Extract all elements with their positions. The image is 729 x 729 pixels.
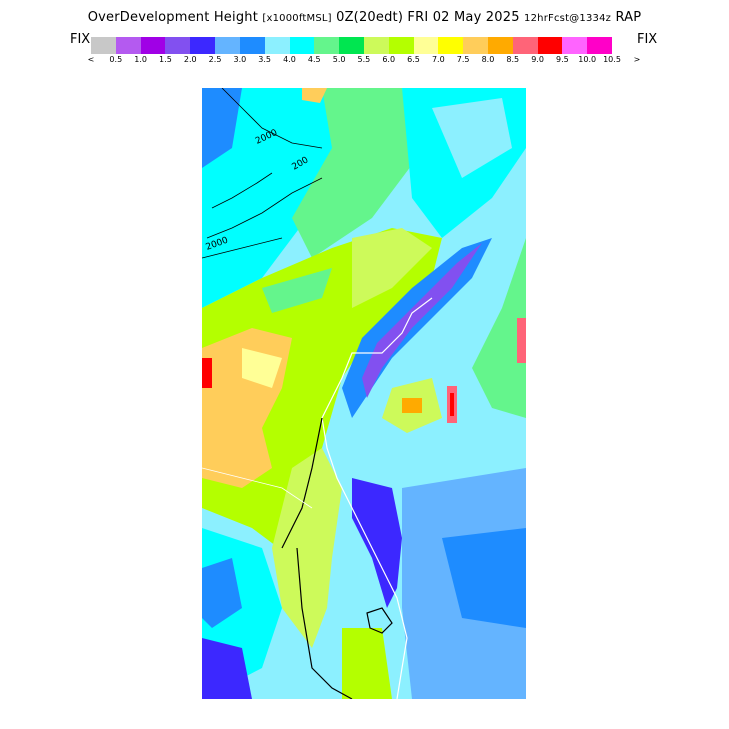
field-south-green — [342, 628, 392, 699]
legend-tick-label: 6.5 — [407, 55, 420, 64]
legend-tick-label: 7.0 — [431, 55, 445, 64]
legend-swatch-10 — [339, 37, 364, 54]
legend-tick-label: 0.5 — [109, 55, 123, 64]
legend-swatch-20 — [587, 37, 613, 54]
legend-tick-label: 2.5 — [208, 55, 222, 64]
florida-outline — [296, 547, 353, 699]
coastline — [321, 297, 433, 699]
legend-tick-label: 2.0 — [183, 55, 197, 64]
field-fl-purple — [352, 478, 402, 608]
legend-swatch-9 — [314, 37, 340, 54]
legend-swatch-0 — [91, 37, 116, 54]
legend-tick-label: 1.5 — [159, 55, 172, 64]
legend-swatch-4 — [190, 37, 216, 54]
legend-tick-label: 5.5 — [357, 55, 371, 64]
contour-line — [202, 237, 283, 259]
field-central-lightgreen — [352, 228, 432, 308]
legend-swatch-1 — [115, 37, 141, 54]
map-title: OverDevelopment Height [x1000ftMSL] 0Z(2… — [0, 10, 729, 25]
field-streak-red — [450, 393, 454, 416]
fix-label-right: FIX — [637, 32, 658, 47]
title-main: OverDevelopment Height — [87, 10, 259, 25]
legend-swatch-14 — [438, 37, 464, 54]
legend-swatch-19 — [562, 37, 588, 54]
legend-tick-label: 4.5 — [307, 55, 321, 64]
legend-tick-label: 9.0 — [531, 55, 544, 64]
field-mid-green — [262, 268, 332, 313]
field-fl-lightgreen — [272, 448, 342, 648]
legend-tick-label: 10.5 — [603, 55, 621, 64]
field-central-yellowgreen — [202, 228, 442, 558]
field-sw-purple — [202, 638, 252, 699]
legend-swatch-5 — [215, 37, 240, 54]
field-north-orange — [302, 88, 327, 103]
field-ne-lightcyan — [432, 98, 512, 178]
legend-tick-label: 8.0 — [481, 55, 495, 64]
legend-swatch-6 — [239, 37, 265, 54]
lake-outline — [366, 607, 393, 634]
field-east-orange — [402, 398, 422, 413]
field-east-pink — [517, 318, 526, 363]
legend-swatch-15 — [463, 37, 488, 54]
field-north-green — [292, 88, 417, 258]
color-legend-ticks: <0.5 1.0 1.5 2.0 2.5 3.0 3.5 4.0 4.5 5.0 5.5 6.0 6.5… — [87, 55, 641, 67]
legend-tick-label: 3.0 — [233, 55, 247, 64]
legend-tick-label: 1.0 — [134, 55, 147, 64]
legend-swatch-17 — [512, 37, 538, 54]
legend-swatch-13 — [413, 37, 439, 54]
legend-tick-label: 8.5 — [506, 55, 520, 64]
legend-tick-label: > — [633, 55, 641, 64]
field-nw-blue — [202, 88, 242, 168]
overdevelopment-height-field: 2000 200 2000 — [202, 88, 526, 699]
field-west-red — [202, 358, 212, 388]
legend-tick-label: 5.0 — [332, 55, 346, 64]
legend-swatch-2 — [140, 37, 166, 54]
forecast-map: 2000 200 2000 — [202, 88, 526, 699]
color-legend-bar — [91, 37, 613, 54]
contour-line — [211, 172, 273, 209]
legend-tick-label: 3.5 — [258, 55, 272, 64]
legend-swatch-16 — [488, 37, 513, 54]
contour-line — [221, 88, 323, 149]
field-nw-cyan — [202, 88, 352, 308]
legend-tick-label: 4.0 — [283, 55, 296, 64]
field-west-paleyellow — [242, 348, 282, 388]
legend-swatch-11 — [363, 37, 389, 54]
legend-tick-label: 7.5 — [456, 55, 470, 64]
state-line — [202, 467, 313, 509]
legend-swatch-12 — [388, 37, 414, 54]
field-east-green — [472, 238, 526, 418]
legend-swatch-3 — [165, 37, 191, 54]
field-sw-blue — [202, 558, 242, 628]
field-coastal-purple — [362, 243, 482, 398]
title-model: RAP — [615, 10, 642, 25]
title-forecast: 12hrFcst@1334z — [524, 13, 612, 24]
title-time: 0Z(20edt) FRI 02 May 2025 — [336, 10, 520, 25]
legend-tick-label: 9.5 — [556, 55, 569, 64]
state-border — [281, 417, 323, 549]
legend-tick-label: 6.0 — [382, 55, 396, 64]
contour-line — [206, 177, 323, 239]
legend-tick-label: < — [87, 55, 95, 64]
legend-swatch-8 — [289, 37, 315, 54]
legend-tick-label: 10.0 — [578, 55, 597, 64]
fix-label-left: FIX — [70, 32, 91, 47]
title-units: [x1000ftMSL] — [262, 13, 332, 24]
field-se-deepblue — [442, 528, 526, 628]
legend-swatch-18 — [537, 37, 563, 54]
legend-swatch-7 — [264, 37, 290, 54]
